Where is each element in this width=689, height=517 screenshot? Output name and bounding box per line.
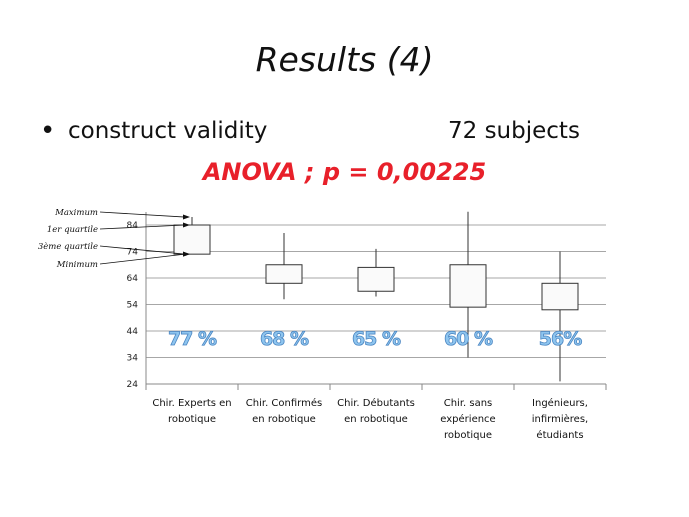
legend-label: 1er quartile: [47, 225, 98, 235]
legend-arrow: [99, 253, 186, 265]
y-tick-label: 44: [127, 327, 139, 337]
y-tick-label: 34: [127, 354, 139, 364]
y-tick-label: 64: [127, 274, 139, 284]
legend-arrow: [99, 211, 186, 218]
y-tick-label: 84: [127, 221, 139, 231]
x-category-label: robotique: [444, 430, 492, 441]
x-category-label: infirmières,: [532, 413, 588, 425]
percent-label: 77 %: [168, 328, 217, 350]
percent-label: 68 %: [260, 328, 309, 350]
x-category-label: en robotique: [344, 414, 408, 425]
x-category-label: en robotique: [252, 414, 316, 425]
x-category-label: étudiants: [536, 429, 583, 441]
x-category-label: Chir. Débutants: [337, 397, 415, 409]
legend-label: Minimum: [56, 260, 98, 270]
x-category-label: Chir. sans: [444, 398, 493, 409]
bullet-dot: •: [40, 116, 56, 146]
legend-label: Maximum: [54, 208, 98, 218]
percent-label: 60 %: [444, 328, 493, 350]
y-tick-label: 54: [127, 301, 139, 311]
x-category-label: robotique: [168, 414, 216, 425]
box: [357, 266, 395, 292]
anova-result: ANOVA ; p = 0,00225: [202, 158, 487, 186]
bullet-text: construct validity: [68, 118, 268, 144]
legend-arrow: [99, 245, 186, 255]
y-tick-label: 24: [127, 380, 139, 390]
legend-arrowhead: [183, 214, 190, 220]
x-category-label: Chir. Experts en: [152, 398, 231, 409]
legend-arrowhead: [183, 251, 190, 257]
slide-title: Results (4): [255, 40, 434, 79]
percent-label: 56%: [539, 328, 582, 350]
box: [173, 224, 211, 255]
box: [449, 264, 487, 308]
subjects-count: 72 subjects: [448, 118, 580, 144]
x-category-label: expérience: [440, 413, 495, 425]
legend-arrow: [99, 224, 186, 230]
legend-arrowhead: [183, 222, 190, 228]
box: [541, 282, 579, 311]
x-category-label: Chir. Confirmés: [246, 397, 322, 409]
box: [265, 264, 303, 284]
y-tick-label: 74: [127, 248, 139, 258]
x-category-label: Ingénieurs,: [532, 397, 588, 409]
legend-label: 3ème quartile: [38, 241, 98, 252]
bullet-construct-validity: • construct validity 72 subjects: [40, 116, 660, 150]
percent-label: 65 %: [352, 328, 401, 350]
